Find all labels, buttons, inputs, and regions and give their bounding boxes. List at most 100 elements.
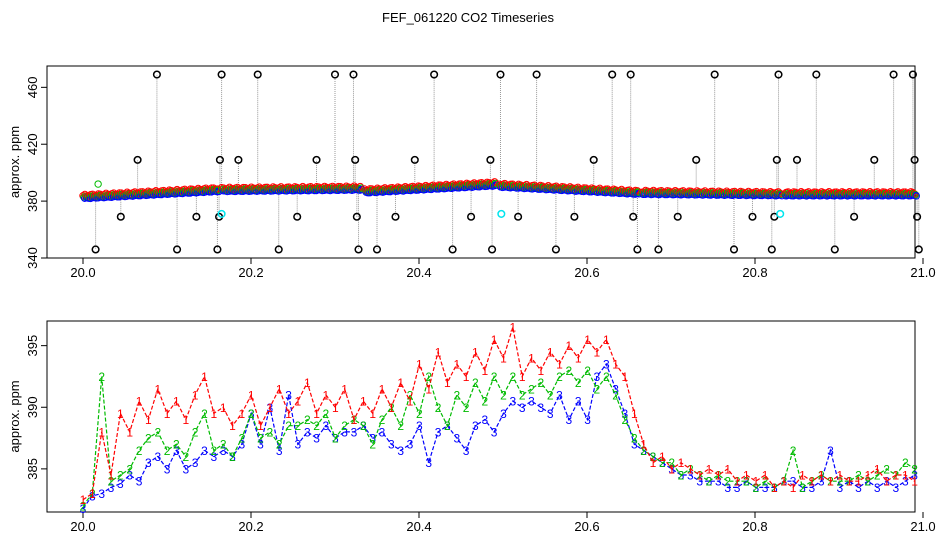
series-3-marker-17: 3	[238, 438, 245, 452]
series-2-marker-16: 2	[229, 450, 236, 464]
top-point-red-210	[487, 180, 495, 188]
series-3-marker-67: 3	[706, 475, 713, 489]
series-2-marker-45: 2	[500, 388, 507, 402]
series-1-marker-1: 1	[89, 487, 96, 501]
series-3-marker-7: 3	[145, 456, 152, 470]
y-tick-label-0-2: 420	[25, 133, 40, 155]
series-2-marker-77: 2	[799, 481, 806, 495]
cyan-point-0	[217, 209, 226, 218]
series-3-marker-34: 3	[397, 444, 404, 458]
series-1-marker-43: 1	[481, 364, 488, 378]
top-point-blue-425	[912, 192, 920, 200]
series-1-marker-39: 1	[444, 376, 451, 390]
spike-point-39	[673, 212, 682, 221]
series-3-marker-49: 3	[537, 401, 544, 415]
spike-point-19	[354, 245, 363, 254]
spike-point-34	[608, 70, 617, 79]
series-1-marker-60: 1	[640, 438, 647, 452]
series-3-marker-54: 3	[584, 413, 591, 427]
x-tick-label-0-3: 20.6	[574, 265, 599, 280]
spike-point-10	[234, 155, 243, 164]
spike-point-38	[654, 245, 663, 254]
series-3-marker-88: 3	[902, 475, 909, 489]
x-tick-label-0-2: 20.4	[406, 265, 431, 280]
series-1-marker-7: 1	[145, 413, 152, 427]
series-1-marker-15: 1	[220, 401, 227, 415]
spike-point-43	[748, 212, 757, 221]
spike-point-21	[391, 212, 400, 221]
series-1-marker-35: 1	[407, 395, 414, 409]
series-3-marker-46: 3	[509, 395, 516, 409]
series-2-marker-22: 2	[285, 419, 292, 433]
series-2-marker-5: 2	[126, 462, 133, 476]
series-2-marker-68: 2	[715, 469, 722, 483]
series-1-marker-70: 1	[734, 475, 741, 489]
series-2-marker-49: 2	[537, 376, 544, 390]
series-1-marker-23: 1	[295, 395, 302, 409]
series-2-marker-48: 2	[528, 382, 535, 396]
series-3-marker-69: 3	[724, 481, 731, 495]
series-2-marker-44: 2	[491, 370, 498, 384]
series-1-marker-44: 1	[491, 333, 498, 347]
series-3-marker-25: 3	[313, 432, 320, 446]
series-1-marker-6: 1	[136, 395, 143, 409]
spike-point-36	[629, 212, 638, 221]
spike-point-6	[213, 245, 222, 254]
series-1-marker-4: 1	[117, 407, 124, 421]
series-3-marker-43: 3	[481, 413, 488, 427]
series-3-marker-9: 3	[164, 462, 171, 476]
series-3-marker-0: 3	[80, 502, 87, 516]
series-3-marker-3: 3	[108, 481, 115, 495]
series-1-marker-62: 1	[659, 450, 666, 464]
series-2-marker-4: 2	[117, 469, 124, 483]
y-tick-label-1-1: 390	[25, 396, 40, 418]
series-2-marker-39: 2	[444, 419, 451, 433]
series-3-marker-71: 3	[743, 475, 750, 489]
series-1-marker-51: 1	[556, 358, 563, 372]
spike-point-47	[774, 70, 783, 79]
series-3-marker-59: 3	[631, 438, 638, 452]
x-tick-label-1-4: 20.8	[742, 519, 767, 534]
spike-point-20	[372, 245, 382, 254]
series-3-marker-12: 3	[192, 456, 199, 470]
series-2-marker-64: 2	[678, 469, 685, 483]
series-3-marker-33: 3	[388, 438, 395, 452]
series-3-marker-35: 3	[407, 438, 414, 452]
series-1-marker-80: 1	[827, 475, 834, 489]
spike-point-46	[772, 155, 781, 164]
series-3-marker-11: 3	[182, 462, 189, 476]
series-2-marker-55: 2	[594, 382, 601, 396]
series-1-marker-41: 1	[463, 370, 470, 384]
series-3-marker-53: 3	[575, 395, 582, 409]
series-2-marker-28: 2	[341, 419, 348, 433]
series-1-marker-8: 1	[154, 382, 161, 396]
series-3-marker-83: 3	[855, 481, 862, 495]
series-3-marker-85: 3	[874, 481, 881, 495]
x-tick-label-1-1: 20.2	[238, 519, 263, 534]
series-1-marker-25: 1	[313, 407, 320, 421]
series-1-marker-77: 1	[799, 469, 806, 483]
series-1-marker-12: 1	[192, 388, 199, 402]
series-2-marker-86: 2	[883, 462, 890, 476]
spike-point-14	[312, 155, 321, 164]
series-1-marker-89: 1	[911, 475, 918, 489]
series-2-marker-12: 2	[192, 425, 199, 439]
spike-point-5	[192, 212, 201, 221]
series-3-marker-44: 3	[491, 425, 498, 439]
y-axis-label-0: approx. ppm	[7, 126, 22, 198]
series-1-marker-76: 1	[790, 481, 797, 495]
series-1-marker-49: 1	[537, 364, 544, 378]
series-3-marker-86: 3	[883, 475, 890, 489]
series-2-marker-18: 2	[248, 407, 255, 421]
series-2-marker-52: 2	[566, 364, 573, 378]
series-1-marker-2: 1	[98, 425, 105, 439]
series-3-marker-38: 3	[435, 425, 442, 439]
series-2-marker-61: 2	[650, 450, 657, 464]
top-point-green-425	[911, 191, 920, 199]
series-2-marker-1: 2	[89, 487, 96, 501]
series-1-marker-63: 1	[668, 462, 675, 476]
series-1-marker-72: 1	[752, 475, 759, 489]
spike-point-25	[467, 212, 476, 221]
series-2-marker-50: 2	[547, 388, 554, 402]
plot-frame-0	[46, 65, 916, 259]
